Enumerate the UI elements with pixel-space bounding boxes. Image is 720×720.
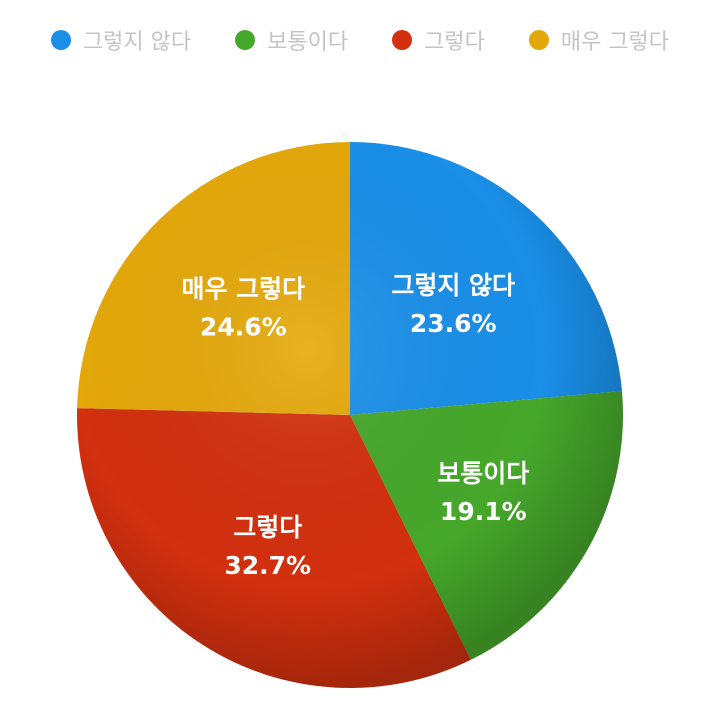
legend-label-0: 그렇지 않다 [82,30,192,55]
legend-label-3: 매우 그렇다 [560,30,670,55]
legend-item-1[interactable]: 보통이다 [235,24,348,56]
legend-item-3[interactable]: 매우 그렇다 [528,24,670,56]
legend-item-0[interactable]: 그렇지 않다 [50,24,192,56]
legend-swatch-0 [50,30,71,50]
legend-label-2: 그렇다 [424,30,485,55]
slice-value-label-0: 23.6% [410,309,497,338]
pie-labels: 그렇지 않다 23.6% 보통이다 19.1% 그렇다 32.7% 매우 그렇다 24.6% [181,271,529,580]
legend-item-2[interactable]: 그렇다 [392,24,485,56]
legend-swatch-2 [392,30,413,50]
slice-label-0: 그렇지 않다 [391,271,515,300]
legend-swatch-3 [528,30,549,50]
slice-label-1: 보통이다 [437,459,529,488]
chart-legend: 그렇지 않다 보통이다 그렇다 매우 그렇다 [0,24,720,56]
pie-slices [77,142,623,688]
legend-swatch-1 [235,30,256,50]
slice-label-3: 매우 그렇다 [181,275,305,304]
legend-label-1: 보통이다 [267,30,349,55]
slice-value-label-2: 32.7% [224,551,311,580]
slice-value-label-3: 24.6% [200,313,287,342]
slice-label-2: 그렇다 [233,513,302,542]
slice-value-label-1: 19.1% [440,497,527,526]
